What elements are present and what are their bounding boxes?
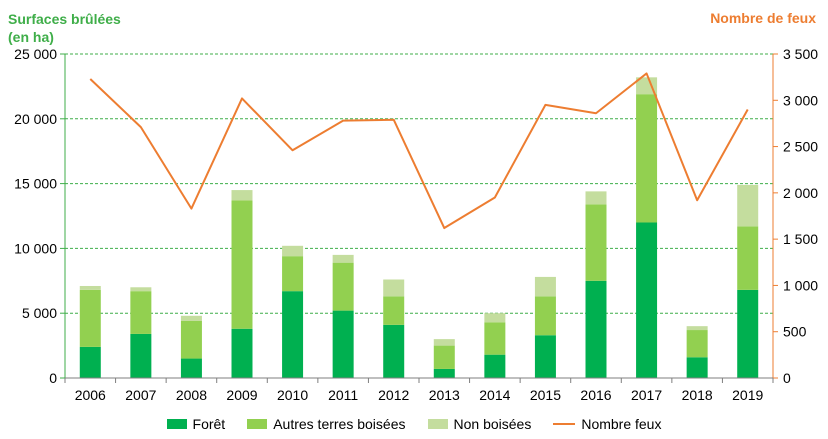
bar-autres-terres-boisees (383, 296, 405, 325)
axes (60, 53, 778, 383)
left-tick-labels: 0 5 000 10 000 15 000 20 000 25 000 (14, 46, 57, 386)
legend: Forêt Autres terres boisées Non boisées … (0, 416, 828, 432)
legend-label-nombre-feux: Nombre feux (581, 416, 662, 432)
gridlines (65, 53, 773, 314)
legend-label-non-boisees: Non boisées (453, 416, 532, 432)
bar-non-boisees (180, 315, 202, 321)
legend-item-autres: Autres terres boisées (247, 416, 406, 432)
left-tick-label: 15 000 (14, 176, 57, 192)
bar-autres-terres-boisees (585, 204, 607, 281)
bar-foret (433, 368, 455, 378)
bar-autres-terres-boisees (282, 256, 304, 292)
legend-swatch-autres (247, 419, 268, 429)
bar-autres-terres-boisees (231, 200, 253, 329)
left-axis-title: Surfaces brûlées (en ha) (8, 10, 121, 46)
x-tick-label: 2009 (226, 387, 257, 403)
x-tick-label: 2006 (75, 387, 106, 403)
right-axis-title: Nombre de feux (710, 10, 816, 26)
bar-foret (130, 333, 152, 378)
bar-autres-terres-boisees (433, 345, 455, 369)
bar-foret (79, 346, 101, 378)
bar-autres-terres-boisees (686, 330, 708, 358)
bar-foret (737, 289, 759, 378)
fires-line (89, 72, 749, 230)
fires-line-group (89, 72, 749, 230)
x-tick-label: 2011 (328, 387, 358, 403)
x-tick-label: 2012 (378, 387, 409, 403)
bar-autres-terres-boisees (534, 296, 556, 336)
bar-autres-terres-boisees (332, 262, 354, 311)
combo-chart: 0 5 000 10 000 15 000 20 000 25 000 0 500 1 000… (14, 46, 818, 403)
right-tick-label: 0 (783, 370, 791, 386)
bar-non-boisees (282, 245, 304, 257)
bar-non-boisees (737, 184, 759, 227)
legend-label-autres: Autres terres boisées (273, 416, 406, 432)
bar-autres-terres-boisees (636, 94, 658, 223)
bar-foret (383, 324, 405, 378)
bar-foret (231, 328, 253, 378)
right-tick-labels: 0 500 1 000 1 500 2 000 2 500 3 000 3 500 (783, 46, 818, 386)
bar-non-boisees (332, 254, 354, 263)
bars (79, 77, 759, 378)
bar-foret (282, 291, 304, 378)
right-tick-label: 3 500 (783, 46, 818, 62)
bar-autres-terres-boisees (737, 226, 759, 290)
bar-non-boisees (484, 313, 506, 323)
bar-foret (534, 335, 556, 378)
legend-swatch-non-boisees (427, 419, 448, 429)
bar-autres-terres-boisees (130, 291, 152, 334)
right-tick-label: 1 000 (783, 277, 818, 293)
bar-non-boisees (585, 191, 607, 205)
x-tick-label: 2018 (682, 387, 713, 403)
bar-foret (484, 354, 506, 378)
left-axis-title-line2: (en ha) (8, 29, 54, 45)
legend-label-foret: Forêt (192, 416, 226, 432)
right-tick-label: 1 500 (783, 231, 818, 247)
legend-item-nombre-feux: Nombre feux (553, 416, 661, 432)
bar-non-boisees (130, 287, 152, 292)
x-tick-label: 2019 (732, 387, 763, 403)
bar-non-boisees (534, 276, 556, 297)
left-tick-label: 0 (49, 370, 57, 386)
right-tick-label: 2 500 (783, 139, 818, 155)
x-tick-label: 2010 (277, 387, 308, 403)
left-tick-label: 10 000 (14, 240, 57, 256)
bar-autres-terres-boisees (79, 289, 101, 347)
bar-non-boisees (383, 279, 405, 297)
right-tick-label: 500 (783, 324, 807, 340)
bar-foret (180, 358, 202, 378)
bar-autres-terres-boisees (180, 320, 202, 359)
x-tick-label: 2007 (125, 387, 156, 403)
x-tick-label: 2017 (631, 387, 662, 403)
bar-foret (585, 280, 607, 378)
x-tick-label: 2016 (580, 387, 611, 403)
legend-swatch-foret (166, 419, 187, 429)
x-tick-labels: 2006 2007 2008 2009 2010 2011 2012 2013 2014 2015… (75, 387, 764, 403)
bar-non-boisees (79, 285, 101, 290)
left-tick-label: 25 000 (14, 46, 57, 62)
bar-autres-terres-boisees (484, 322, 506, 355)
x-tick-label: 2008 (176, 387, 207, 403)
x-tick-label: 2013 (429, 387, 460, 403)
bar-non-boisees (231, 190, 253, 201)
legend-line-nombre-feux (553, 423, 576, 425)
legend-item-non-boisees: Non boisées (427, 416, 532, 432)
legend-item-foret: Forêt (166, 416, 226, 432)
left-axis-title-line1: Surfaces brûlées (8, 11, 121, 27)
right-tick-label: 3 000 (783, 92, 818, 108)
bar-foret (332, 310, 354, 378)
bar-non-boisees (636, 77, 658, 95)
right-tick-label: 2 000 (783, 185, 818, 201)
left-tick-label: 20 000 (14, 111, 57, 127)
bar-foret (686, 357, 708, 378)
left-tick-label: 5 000 (22, 305, 57, 321)
bar-non-boisees (433, 339, 455, 346)
bar-foret (636, 222, 658, 378)
bar-non-boisees (686, 326, 708, 331)
x-tick-label: 2015 (530, 387, 561, 403)
x-tick-label: 2014 (479, 387, 510, 403)
